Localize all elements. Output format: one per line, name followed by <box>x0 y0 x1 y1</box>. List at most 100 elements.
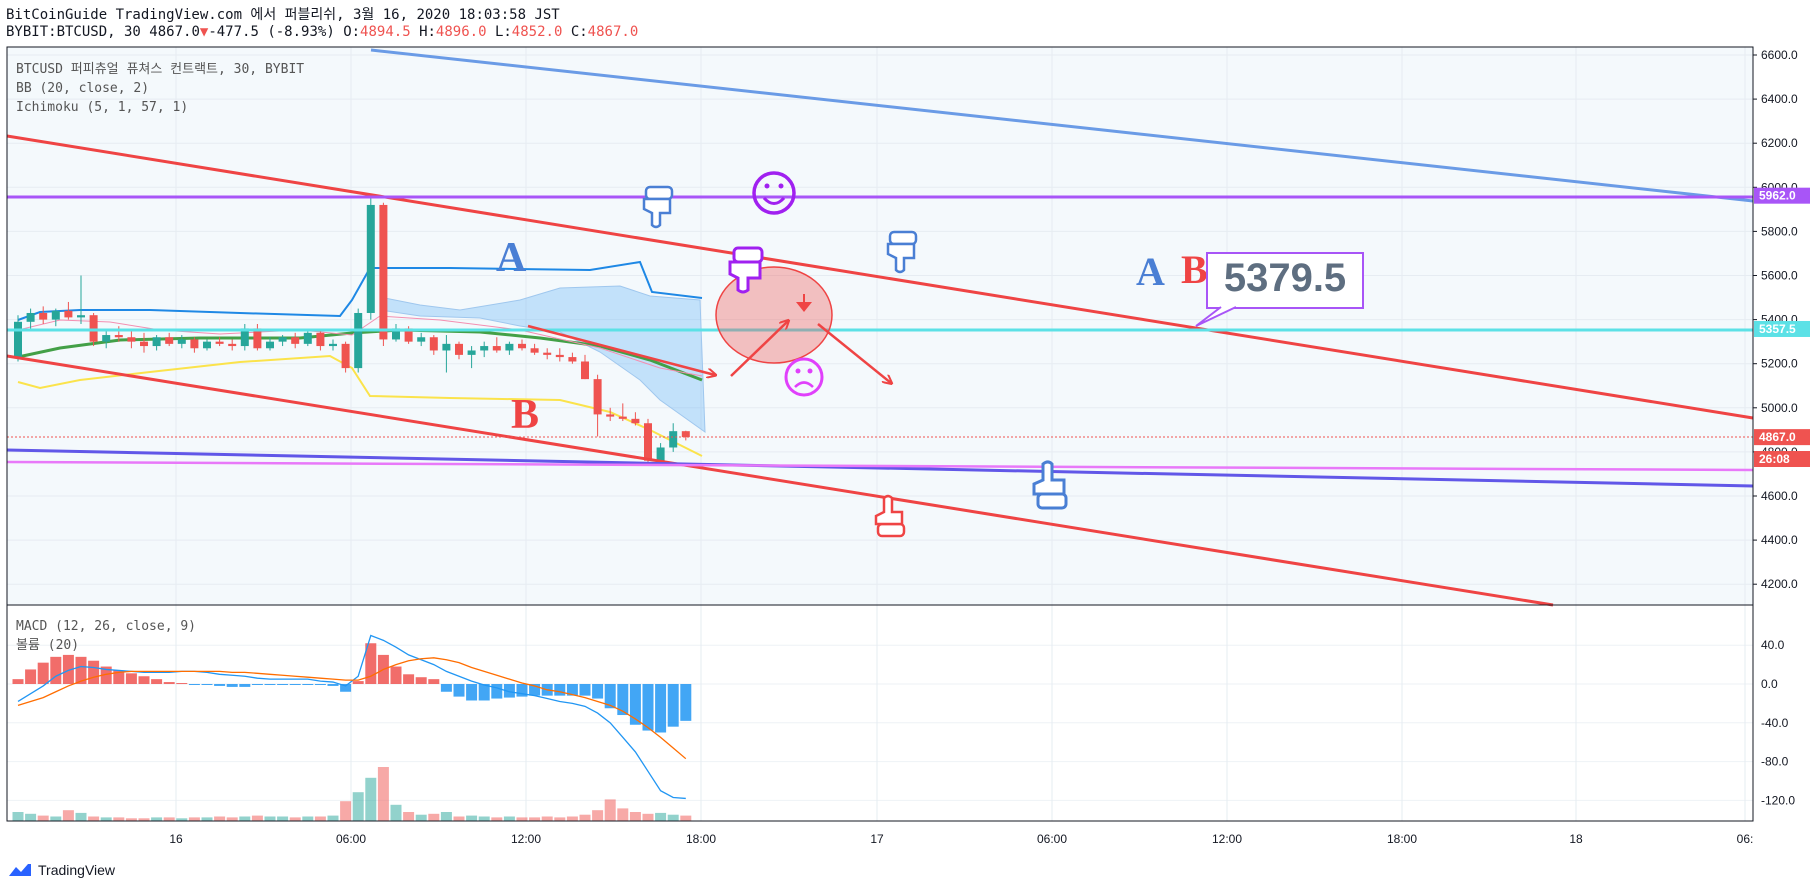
price-change: -477.5 (-8.93%) <box>208 24 335 40</box>
footer: TradingView <box>8 862 115 878</box>
channel-lower-line <box>6 354 1554 607</box>
price-tag <box>1754 187 1810 204</box>
volume-bar <box>277 816 289 821</box>
axes: 6600.06400.06200.06000.05800.05600.05400… <box>169 48 1810 846</box>
volume-bar <box>579 814 591 821</box>
macd-histogram-bar <box>453 684 465 697</box>
smile-icon <box>752 171 796 215</box>
x-tick-label: 12:00 <box>1212 832 1242 846</box>
x-tick-label: 06:00 <box>336 832 366 846</box>
volume-bar <box>390 804 402 821</box>
pointing-hand-icon <box>728 246 764 294</box>
kumo-area <box>379 285 706 433</box>
candle-up <box>505 343 514 351</box>
volume-bar <box>163 817 175 821</box>
volume-bar <box>592 810 604 821</box>
y-tick-label: 6400.0 <box>1761 92 1798 106</box>
macd-histogram-bar <box>390 666 402 684</box>
macd-pane-bg <box>7 605 1753 821</box>
label-a-right: A <box>1136 249 1165 294</box>
macd-histogram-bar <box>50 656 62 684</box>
candle-down <box>165 337 174 344</box>
volume-bar <box>566 816 578 821</box>
macd-tick-label: -80.0 <box>1761 755 1789 769</box>
candle-down <box>530 348 539 353</box>
label-b-right: B <box>1181 247 1208 292</box>
volume-bar <box>25 813 37 821</box>
macd-histogram-bar <box>340 684 352 692</box>
candle-down <box>341 343 350 369</box>
volume-bar <box>428 813 440 821</box>
candle-up <box>467 350 476 355</box>
y-tick-label: 5800.0 <box>1761 224 1798 238</box>
candle-down <box>568 357 577 362</box>
volume-bar <box>377 767 389 821</box>
last-price: 4867.0 <box>149 24 200 40</box>
candle-up <box>278 337 287 342</box>
candle-up <box>152 337 161 347</box>
legend-volume: 볼륨 (20) <box>16 638 79 653</box>
low-label: L: <box>494 24 512 40</box>
volume-bar <box>604 799 616 821</box>
volume-bar <box>100 817 112 821</box>
candle-down <box>543 352 552 355</box>
candle-up <box>656 447 665 461</box>
bb-upper-line <box>17 260 703 321</box>
legend-bb: BB (20, close, 2) <box>16 81 149 96</box>
price-tag-label: 4867.0 <box>1759 430 1796 444</box>
macd-histogram-bar <box>277 684 289 685</box>
volume-bar <box>314 816 326 821</box>
volume-bar <box>667 814 679 821</box>
candle-up <box>26 312 35 322</box>
candle-down <box>89 315 98 342</box>
candle-down <box>127 337 136 342</box>
macd-tick-label: -120.0 <box>1761 793 1795 807</box>
macd-histogram-bar <box>516 684 528 697</box>
candle-down <box>228 343 237 347</box>
macd-histogram-bar <box>125 673 137 684</box>
candle-down <box>518 343 526 349</box>
macd-histogram-bar <box>214 684 226 686</box>
macd-histogram-bar <box>403 674 415 684</box>
pink-line <box>6 460 1754 472</box>
y-tick-label: 4400.0 <box>1761 533 1798 547</box>
volume-bar <box>415 814 427 821</box>
candle-up <box>266 341 274 349</box>
down-triangle-icon: ▼ <box>199 24 209 40</box>
candle-down <box>644 423 652 461</box>
volume-bar <box>453 816 465 821</box>
candle-up <box>102 335 111 342</box>
macd-tick-label: -40.0 <box>1761 716 1789 730</box>
volume-bar <box>113 817 125 821</box>
volume-bar <box>503 816 515 821</box>
candle-down <box>291 337 300 344</box>
volume-bar <box>176 818 188 821</box>
highlight-circle <box>715 266 833 364</box>
volume-bar <box>37 815 49 821</box>
candle-down <box>215 341 224 344</box>
macd-histogram-bar <box>642 684 654 731</box>
pointing-hand-icon <box>642 185 674 229</box>
low-value: 4852.0 <box>511 24 563 40</box>
volume-bar <box>289 817 301 821</box>
volume-bar <box>529 817 541 821</box>
candle-down <box>593 379 602 415</box>
volume-bar <box>151 817 163 821</box>
volume-bar <box>214 816 226 821</box>
candle-up <box>177 339 186 344</box>
volume-bar <box>516 817 528 821</box>
x-tick-label: 17 <box>870 832 884 846</box>
macd-tick-label: 0.0 <box>1761 677 1778 691</box>
candle-up <box>669 431 678 448</box>
macd-histogram-bar <box>188 684 200 685</box>
high-label: H: <box>419 24 436 40</box>
candle-down <box>429 337 438 351</box>
volume-bar <box>138 818 150 821</box>
volume-bar <box>680 815 692 821</box>
candle-up <box>442 343 451 351</box>
candle-down <box>316 332 325 347</box>
volume-bar <box>201 817 213 821</box>
symbol-label: BYBIT:BTCUSD, 30 <box>6 24 141 40</box>
x-tick-label: 06:00 <box>1037 832 1067 846</box>
